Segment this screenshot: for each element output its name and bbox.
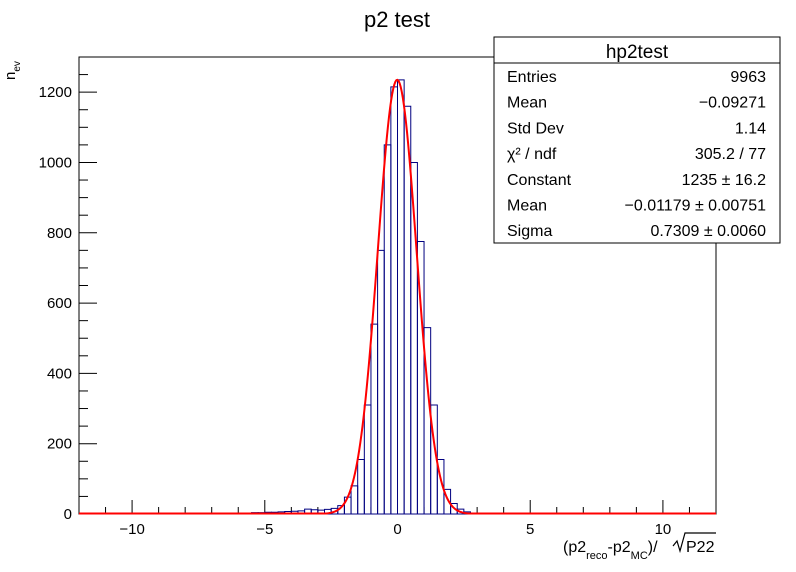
y-tick-label: 800	[47, 225, 72, 242]
stats-row-label: χ² / ndf	[507, 146, 557, 163]
x-tick-label: 0	[393, 521, 401, 538]
gaussian-fit	[79, 78, 716, 515]
y-tick-label: 600	[47, 295, 72, 312]
stats-box-rows: Entries 9963 Mean −0.09271 Std Dev 1.14 χ² / n…	[507, 69, 766, 240]
y-axis-label-main: n	[2, 72, 19, 80]
stats-row-value: −0.09271	[699, 95, 766, 112]
x-axis-label-sub1: reco	[586, 550, 607, 562]
stats-row-label: Mean	[507, 95, 547, 112]
x-axis-label-root: P22	[686, 539, 715, 556]
fit-curve	[79, 78, 716, 515]
stats-row-label: Sigma	[507, 223, 552, 240]
x-tick-label: −10	[119, 521, 144, 538]
x-axis-label-sub2: MC	[631, 550, 648, 562]
x-tick-label: 5	[526, 521, 534, 538]
stats-row-value: −0.01179 ± 0.00751	[625, 198, 767, 215]
y-tick-label: 200	[47, 436, 72, 453]
stats-row-value: 9963	[730, 69, 766, 86]
y-tick-label: 0	[64, 506, 72, 523]
x-axis-label-part1: (p2	[563, 539, 586, 556]
histogram	[79, 79, 716, 515]
histogram-bin	[436, 459, 445, 514]
stats-row-label: Mean	[507, 198, 547, 215]
x-tick-label: −5	[256, 521, 273, 538]
stats-row-label: Constant	[507, 172, 572, 189]
x-tick-label: 10	[655, 521, 672, 538]
stats-row-label: Entries	[507, 69, 557, 86]
stats-row-label: Std Dev	[507, 120, 564, 137]
x-axis-label: (p2reco-p2MC)/ P22	[563, 532, 716, 562]
histogram-bin	[443, 488, 452, 514]
stats-row-value: 1.14	[735, 120, 766, 137]
sqrt-sign	[672, 532, 716, 554]
y-axis-label: nev	[2, 61, 23, 80]
y-tick-label: 1000	[39, 154, 72, 171]
stats-box-frame	[493, 36, 781, 244]
x-axis-label-part2: -p2	[608, 539, 631, 556]
chart-title: p2 test	[364, 7, 430, 32]
x-axis-label-part3: )/	[648, 539, 658, 556]
stats-row-value: 1235 ± 16.2	[682, 172, 767, 189]
stats-row-value: 0.7309 ± 0.0060	[650, 223, 766, 240]
stats-box: hp2test Entries 9963 Mean −0.09271 Std Dev 1.…	[493, 36, 781, 244]
stats-box-title: hp2test	[606, 42, 669, 63]
svg-text:(p2reco-p2MC)/: (p2reco-p2MC)/	[563, 539, 658, 562]
stats-row-value: 305.2 / 77	[695, 146, 766, 163]
y-axis-label-sub: ev	[12, 61, 23, 72]
y-tick-label: 1200	[39, 84, 72, 101]
y-tick-label: 400	[47, 365, 72, 382]
